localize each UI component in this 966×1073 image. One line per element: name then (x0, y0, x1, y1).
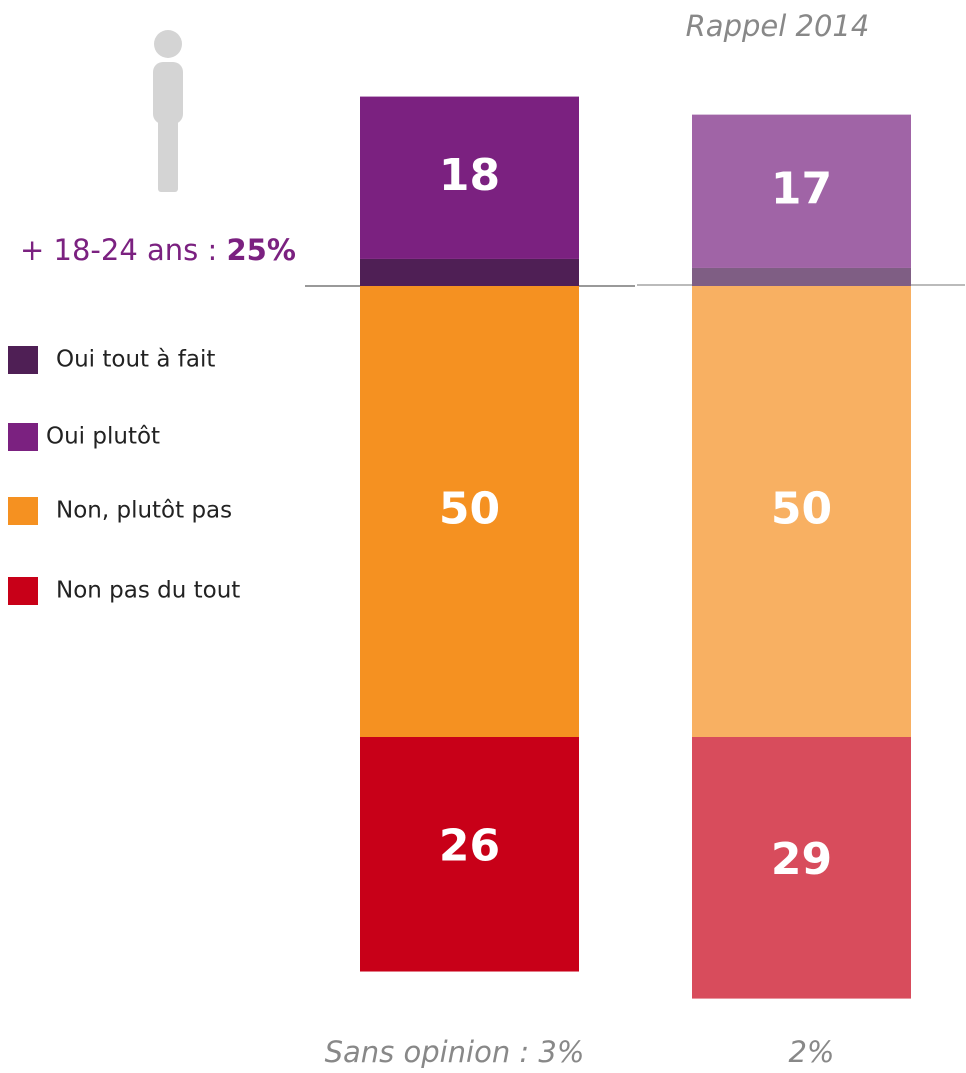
bar-segment (692, 737, 911, 999)
legend-label: Non, plutôt pas (56, 498, 232, 524)
bar-segment (360, 258, 579, 286)
legend-label: Oui tout à fait (56, 347, 215, 373)
legend-label: Non pas du tout (56, 578, 240, 604)
value-label: 17 (771, 163, 832, 214)
category-label: Rappel 2014 (686, 9, 870, 43)
person-icon (153, 30, 183, 192)
bar-segment (360, 737, 579, 972)
annotation: + 18-24 ans : 25% (20, 233, 296, 267)
bar-segment (360, 96, 579, 259)
footnote: 2% (788, 1035, 834, 1069)
footnote: Sans opinion : 3% (325, 1035, 585, 1069)
value-label: 18 (439, 150, 500, 201)
bar-segment (692, 267, 911, 286)
value-label: 29 (771, 834, 832, 885)
value-label: 50 (439, 484, 500, 535)
legend-swatch (8, 497, 38, 525)
legend-label: Oui plutôt (46, 424, 160, 450)
bar-segment (360, 286, 579, 737)
legend-swatch (8, 346, 38, 374)
annotation-text: + 18-24 ans : (20, 233, 217, 267)
value-label: 26 (439, 820, 500, 871)
legend-swatch (8, 423, 38, 451)
value-label: 50 (771, 484, 832, 535)
annotation-highlight: 25% (226, 233, 295, 267)
bar-segment (692, 286, 911, 737)
legend-swatch (8, 577, 38, 605)
bar-segment (692, 114, 911, 268)
